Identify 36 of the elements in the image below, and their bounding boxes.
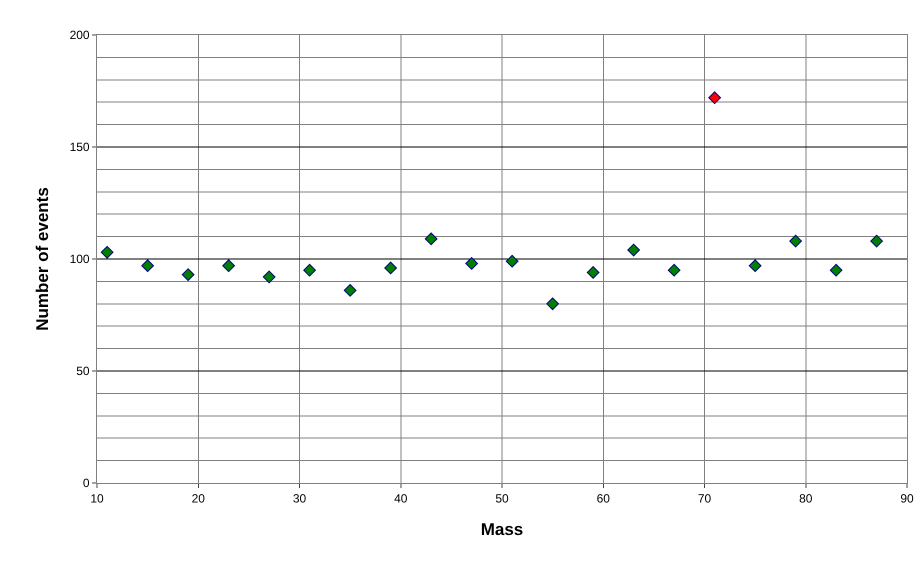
point: [586, 266, 600, 279]
y-tick-label: 150: [70, 140, 90, 154]
point: [182, 268, 194, 282]
y-tick-label: 100: [70, 252, 90, 266]
x-tick-label: 20: [192, 491, 206, 506]
x-tick-label: 30: [292, 491, 306, 506]
x-tick-label: 50: [495, 491, 509, 506]
x-tick-label: 80: [799, 491, 813, 506]
point: [708, 91, 721, 104]
y-tick-label: 0: [82, 476, 90, 490]
x-tick-label: 90: [900, 491, 914, 506]
y-tick-label: 200: [70, 28, 90, 42]
point: [100, 246, 114, 259]
y-axis-title: Number of events: [33, 187, 52, 331]
point: [141, 259, 154, 272]
point: [870, 234, 883, 248]
point: [262, 270, 276, 284]
point: [627, 244, 640, 256]
point: [344, 284, 356, 297]
point: [465, 257, 478, 270]
point: [506, 254, 518, 268]
point: [789, 234, 802, 248]
point: [830, 264, 842, 277]
point: [303, 264, 316, 277]
y-tick-label: 50: [76, 364, 90, 378]
point: [748, 259, 762, 272]
point: [384, 262, 397, 274]
x-axis-title: Mass: [480, 520, 524, 539]
x-tick-label: 70: [698, 491, 712, 506]
point: [546, 297, 559, 310]
point: [668, 264, 680, 277]
x-tick-label: 10: [90, 491, 104, 506]
x-tick-label: 40: [394, 491, 408, 506]
point: [424, 232, 438, 246]
x-tick-label: 60: [596, 491, 610, 506]
point: [222, 259, 235, 272]
